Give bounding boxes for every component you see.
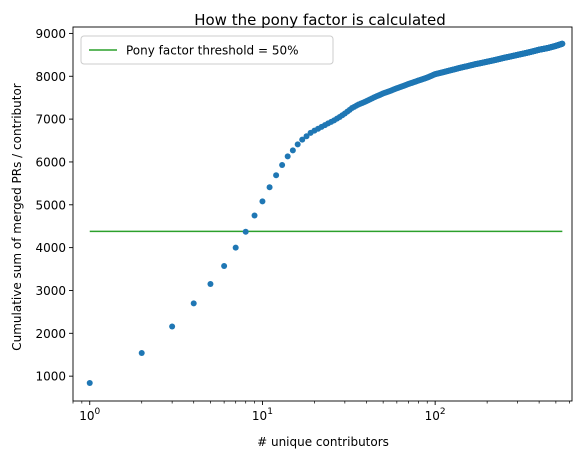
data-point [207,281,214,288]
legend: Pony factor threshold = 50% [80,35,334,65]
y-tick-label: 9000 [35,27,66,41]
data-point [251,212,258,219]
y-tick-label: 7000 [35,113,66,127]
legend-box [80,35,334,65]
data-point [279,161,286,168]
chart-title: How the pony factor is calculated [194,11,446,29]
y-tick-label: 2000 [35,327,66,341]
data-point [190,300,197,307]
y-tick-label: 4000 [35,241,66,255]
data-point [169,323,176,330]
legend-label: Pony factor threshold = 50% [126,44,299,58]
data-point [303,133,310,140]
data-point [559,40,566,47]
x-axis-label: # unique contributors [257,435,389,449]
axes-frame [72,26,573,402]
data-point [259,198,266,205]
x-tick-label: 100 [79,407,100,423]
y-tick-label: 5000 [35,198,66,212]
y-tick-label: 1000 [35,370,66,384]
data-point [299,136,306,143]
x-tick-label: 101 [252,407,273,423]
data-point [289,147,296,154]
y-tick-label: 6000 [35,155,66,169]
data-point [273,172,280,179]
data-point [86,380,93,387]
data-point [232,244,239,251]
y-axis-label: Cumulative sum of merged PRs / contribut… [10,83,24,351]
data-point [138,350,145,357]
y-tick-label: 8000 [35,70,66,84]
data-point [294,141,301,148]
data-point [242,228,249,235]
data-point [221,263,228,270]
data-point [266,184,273,191]
series-0 [86,40,566,387]
plot-area [86,40,566,387]
data-point [284,153,291,160]
x-tick-label: 102 [425,407,446,423]
y-tick-label: 3000 [35,284,66,298]
axes: 1000 2000 3000 4000 5000 6000 7000 8000 9000 100 1… [35,26,573,423]
